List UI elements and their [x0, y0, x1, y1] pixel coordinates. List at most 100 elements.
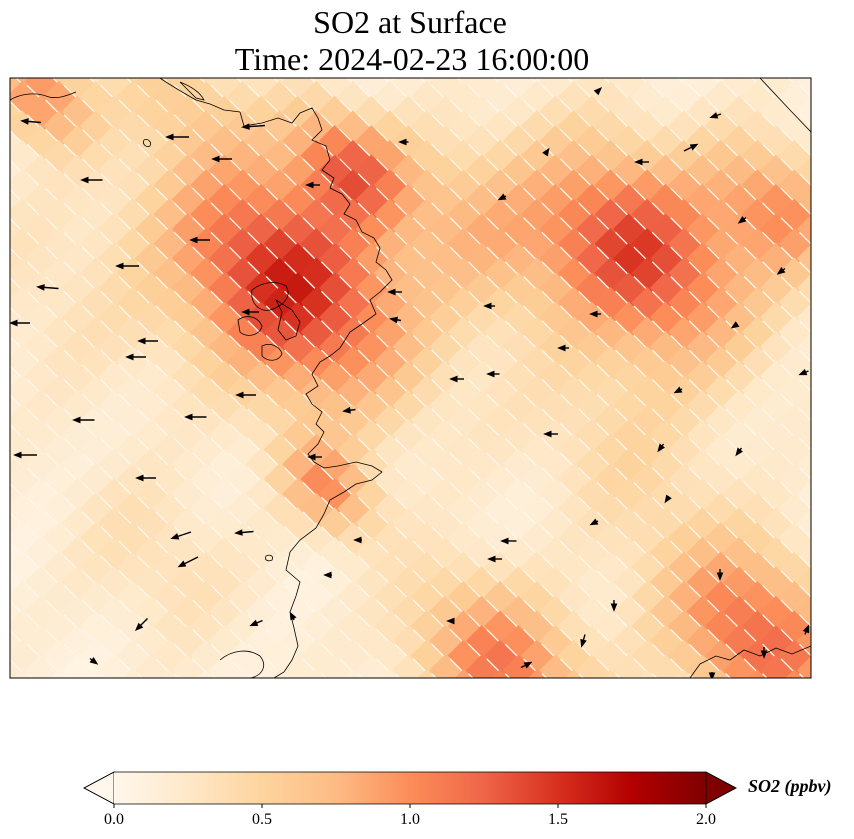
so2-cell — [815, 287, 850, 322]
so2-cell — [484, 699, 519, 734]
wind-arrow — [735, 447, 743, 457]
so2-cell — [503, 684, 538, 719]
so2-cell — [815, 257, 850, 292]
so2-cell — [796, 419, 811, 455]
so2-cell — [465, 654, 502, 678]
wind-arrow — [446, 617, 455, 625]
so2-cell — [796, 95, 811, 131]
so2-cell — [760, 684, 795, 719]
so2-cell — [834, 625, 854, 660]
wind-arrow — [353, 536, 362, 544]
so2-cell — [834, 655, 854, 690]
so2-cell — [815, 140, 850, 175]
wind-arrow — [708, 672, 716, 678]
so2-cell — [98, 684, 133, 719]
wind-vectors — [10, 86, 810, 678]
so2-cell — [796, 507, 811, 543]
so2-cell — [25, 684, 60, 719]
so2-cell — [282, 684, 317, 719]
so2-cell — [0, 52, 5, 87]
so2-cell — [779, 699, 814, 734]
so2-cell — [815, 640, 850, 675]
so2-cell — [25, 37, 60, 72]
so2-cell — [6, 699, 41, 734]
wind-arrow — [730, 321, 740, 329]
so2-cell — [502, 654, 538, 678]
so2-cell — [815, 581, 850, 616]
coastline-lake-1 — [251, 282, 289, 311]
so2-cell — [815, 552, 850, 587]
so2-cell — [815, 228, 850, 263]
coastline-small-1 — [143, 139, 151, 147]
so2-cell — [797, 684, 832, 719]
wind-arrow — [760, 647, 768, 659]
so2-cell — [0, 640, 5, 675]
so2-cell — [62, 684, 97, 719]
so2-cell — [355, 654, 391, 678]
coastline-nw-1 — [10, 91, 77, 101]
so2-cell — [650, 684, 685, 719]
wind-arrow — [165, 133, 189, 141]
title-line-1: SO2 at Surface — [313, 4, 507, 40]
so2-cell — [98, 37, 133, 72]
so2-cell — [631, 699, 666, 734]
so2-cell — [760, 37, 795, 72]
wind-arrow — [307, 453, 322, 461]
so2-cell — [0, 375, 5, 410]
colorbar-extend-min — [83, 771, 115, 805]
so2-cell — [687, 684, 722, 719]
wind-arrow — [115, 262, 139, 270]
wind-arrow — [189, 236, 210, 244]
so2-cell — [705, 699, 740, 734]
so2-cell — [209, 684, 244, 719]
so2-cell — [796, 213, 811, 249]
so2-cell — [649, 654, 685, 678]
so2-cell — [0, 581, 5, 616]
coastline-lake-2 — [237, 316, 263, 336]
so2-cell — [723, 684, 758, 719]
wind-arrow — [486, 370, 500, 378]
so2-cell — [815, 346, 850, 381]
wind-arrow — [802, 624, 810, 635]
wind-arrow — [542, 147, 550, 157]
so2-cell — [796, 125, 811, 161]
wind-arrow — [241, 123, 266, 130]
wind-arrow — [235, 391, 256, 399]
so2-cell — [318, 654, 355, 678]
so2-cell — [0, 493, 5, 528]
wind-arrow — [137, 337, 158, 345]
so2-cell — [815, 52, 850, 87]
so2-cell — [834, 478, 854, 513]
so2-cell — [576, 684, 611, 719]
colorbar-tick-label: 2.0 — [696, 811, 716, 828]
so2-cell — [687, 37, 722, 72]
so2-cell — [98, 654, 134, 678]
wind-arrow — [543, 430, 558, 438]
wind-arrow — [249, 619, 263, 627]
so2-cell — [834, 566, 854, 601]
so2-cell — [796, 331, 811, 367]
so2-cell — [796, 272, 811, 308]
so2-cell — [135, 654, 171, 678]
coastline-ne-border — [759, 78, 811, 133]
wind-arrow — [20, 118, 42, 125]
so2-cell — [466, 684, 501, 719]
so2-cell — [834, 213, 854, 248]
so2-cell — [374, 699, 409, 734]
wind-arrow — [234, 529, 254, 536]
so2-cell — [227, 699, 262, 734]
so2-cell — [796, 242, 811, 278]
so2-cell — [0, 405, 5, 440]
so2-cell — [815, 199, 850, 234]
so2-cell — [796, 183, 811, 220]
so2-cell — [0, 552, 5, 587]
so2-cell — [0, 346, 5, 381]
so2-cell — [796, 360, 811, 396]
wind-arrow — [80, 176, 103, 184]
so2-cell — [80, 699, 115, 734]
so2-cell — [613, 684, 648, 719]
so2-cell — [668, 699, 703, 734]
so2-cell — [815, 434, 850, 469]
so2-cell — [521, 699, 556, 734]
